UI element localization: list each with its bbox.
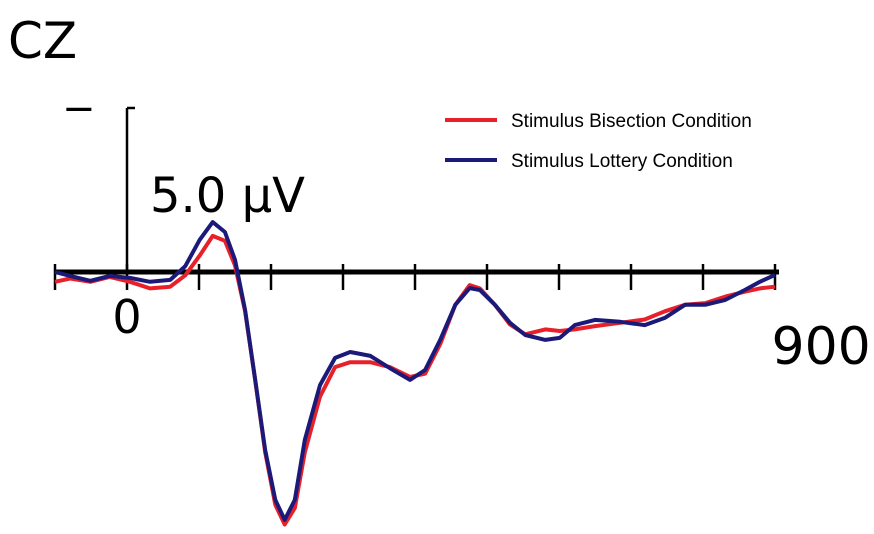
- x-tick-label: 0: [112, 290, 141, 344]
- x-tick-label: 900ms: [772, 317, 874, 377]
- chart-title: CZ: [8, 12, 77, 70]
- legend-label: Stimulus Lottery Condition: [511, 151, 733, 172]
- line-series: [54, 233, 776, 527]
- polarity-label: −: [62, 86, 96, 132]
- line-series: [54, 220, 776, 522]
- scale-bar-label: 5.0 μV: [150, 168, 305, 224]
- legend-label: Stimulus Bisection Condition: [511, 111, 752, 132]
